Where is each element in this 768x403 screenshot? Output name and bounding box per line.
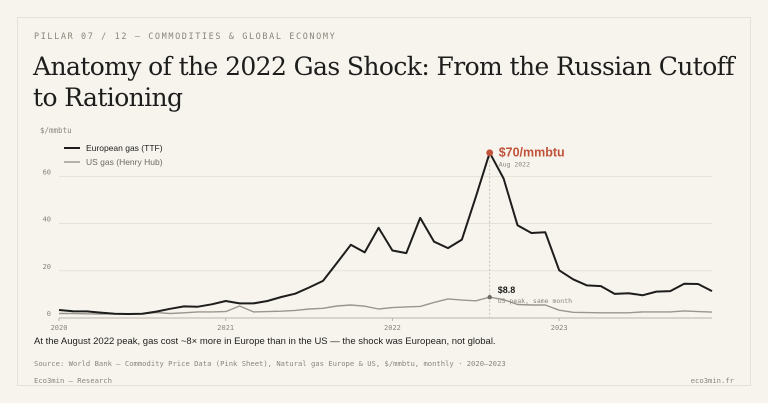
y-tick-label-20: 20 xyxy=(43,263,51,271)
footer-site[interactable]: eco3min.fr xyxy=(690,376,734,385)
peak-label-europe: $70/mmbtu xyxy=(499,146,565,160)
series-line-europe xyxy=(58,151,713,315)
chart-card: PILLAR 07 / 12 — COMMODITIES & GLOBAL EC… xyxy=(17,17,751,386)
x-tick-label-2021: 2021 xyxy=(217,324,234,332)
source-note: Source: World Bank — Commodity Price Dat… xyxy=(34,359,506,368)
peak-sublabel-europe: Aug 2022 xyxy=(499,161,530,169)
legend-label-1: US gas (Henry Hub) xyxy=(86,157,163,167)
chart-title: Anatomy of the 2022 Gas Shock: From the … xyxy=(33,52,735,112)
series-line-us xyxy=(59,296,713,315)
peak-sublabel-us: US peak, same month xyxy=(498,297,572,305)
peak-marker-us xyxy=(487,295,492,300)
x-tick-label-2020: 2020 xyxy=(51,324,68,332)
x-tick-label-2022: 2022 xyxy=(384,324,401,332)
footer-brand: Eco3min — Research xyxy=(34,376,112,385)
legend-label-0: European gas (TTF) xyxy=(86,143,163,153)
y-tick-label-40: 40 xyxy=(43,216,51,224)
peak-label-us: $8.8 xyxy=(498,285,516,295)
chart-caption: At the August 2022 peak, gas cost ~8× mo… xyxy=(34,336,496,347)
x-tick-label-2023: 2023 xyxy=(551,324,568,332)
section-eyebrow: PILLAR 07 / 12 — COMMODITIES & GLOBAL EC… xyxy=(34,32,337,42)
y-tick-label-60: 60 xyxy=(43,168,51,176)
y-axis-unit-label: $/mmbtu xyxy=(40,126,72,135)
y-tick-label-0: 0 xyxy=(47,310,51,318)
peak-marker-europe xyxy=(486,149,494,157)
